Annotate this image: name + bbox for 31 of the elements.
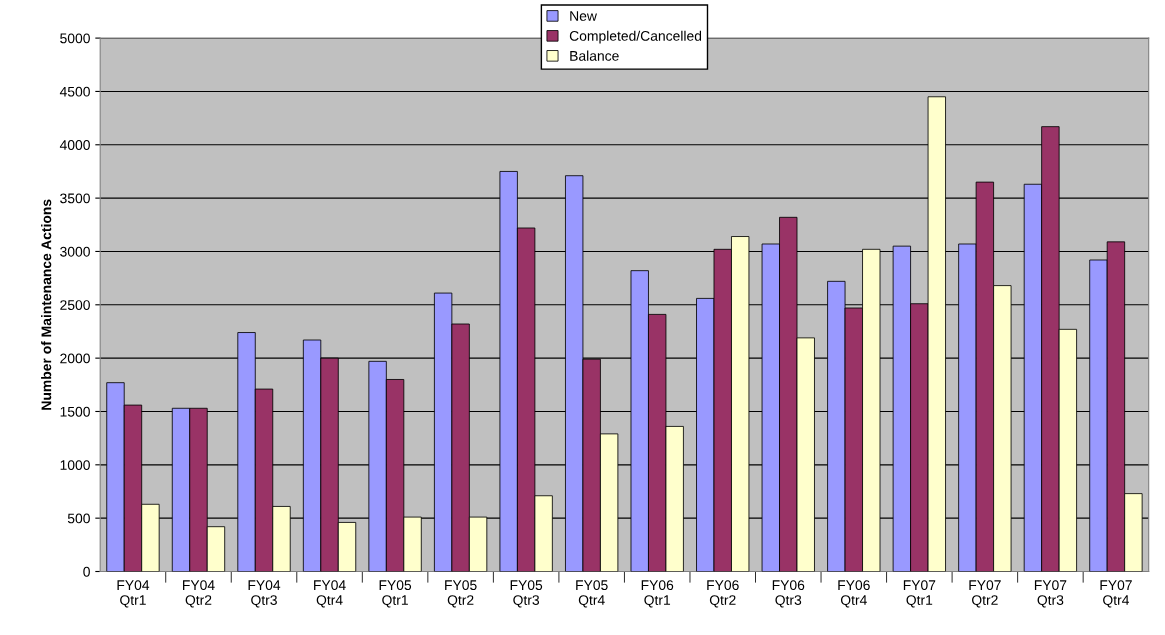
y-tick-label: 3000	[60, 246, 90, 257]
x-tick-label: FY06 Qtr3	[772, 580, 805, 608]
x-tick-label: FY04 Qtr4	[314, 580, 346, 608]
x-tick-label: FY06 Qtr2	[707, 580, 739, 608]
y-tick-label: 500	[67, 513, 90, 524]
x-tick-label: FY04 Qtr2	[183, 580, 215, 608]
y-tick-label: 3500	[60, 193, 90, 204]
y-tick-label: 0	[83, 566, 90, 577]
legend-label: New	[570, 11, 597, 21]
y-tick-label: 1500	[60, 406, 90, 417]
x-tick-label: FY05 Qtr2	[445, 580, 477, 608]
x-tick-label: FY04 Qtr1	[117, 580, 150, 608]
x-tick-label: FY07 Qtr4	[1100, 580, 1132, 608]
y-tick-label: 4000	[59, 140, 90, 150]
y-axis-title: Number of Maintenance Actions	[41, 199, 52, 410]
x-tick-label: FY07 Qtr2	[969, 580, 1001, 608]
x-tick-label: FY06 Qtr1	[641, 580, 674, 608]
x-tick-label: FY05 Qtr3	[510, 580, 543, 608]
legend-label: Balance	[570, 50, 619, 61]
x-tick-label: FY04 Qtr3	[248, 580, 281, 608]
y-tick-label: 2000	[60, 353, 90, 364]
y-tick-label: 4500	[59, 86, 90, 97]
x-tick-label: FY06 Qtr4	[838, 580, 870, 608]
x-tick-label: FY05 Qtr1	[379, 580, 412, 608]
x-tick-label: FY07 Qtr1	[903, 580, 936, 608]
x-tick-label: FY07 Qtr3	[1034, 580, 1067, 608]
legend-label: Completed/Cancelled	[569, 30, 702, 44]
y-tick-label: 5000	[60, 33, 90, 44]
x-tick-label: FY05 Qtr4	[576, 580, 608, 608]
y-tick-label: 1000	[60, 460, 90, 470]
y-tick-label: 2500	[60, 300, 90, 310]
